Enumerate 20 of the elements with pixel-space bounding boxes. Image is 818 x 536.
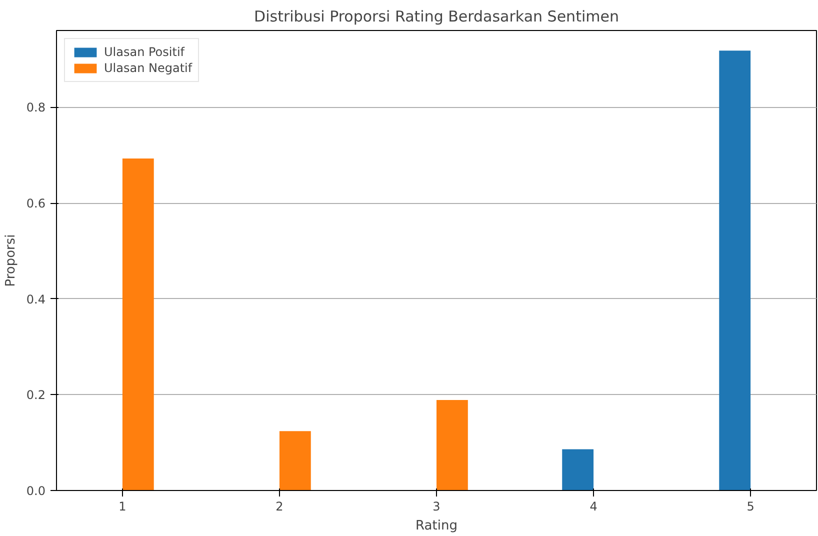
y-tick-label: 0.8 xyxy=(26,100,46,115)
x-tick-label: 1 xyxy=(118,500,126,514)
x-tick-label: 3 xyxy=(432,500,440,514)
bar xyxy=(719,50,751,490)
legend-label: Ulasan Positif xyxy=(104,45,184,59)
bar xyxy=(436,400,468,490)
x-axis-title: Rating xyxy=(416,518,458,534)
x-tick-label: 4 xyxy=(590,500,598,514)
chart-title: Distribusi Proporsi Rating Berdasarkan Sentimen xyxy=(254,8,619,26)
legend-label: Ulasan Negatif xyxy=(104,61,192,75)
y-tick-label: 0.0 xyxy=(26,484,46,498)
y-tick-label: 0.2 xyxy=(26,388,46,402)
y-axis-title: Proporsi xyxy=(3,234,18,287)
y-tick-label: 0.4 xyxy=(26,292,46,306)
x-tick-label: 2 xyxy=(276,500,284,514)
y-tick-label: 0.6 xyxy=(26,196,46,210)
x-tick-label: 5 xyxy=(746,500,754,514)
bar xyxy=(279,431,311,490)
bar xyxy=(122,158,154,490)
bar xyxy=(562,449,594,490)
